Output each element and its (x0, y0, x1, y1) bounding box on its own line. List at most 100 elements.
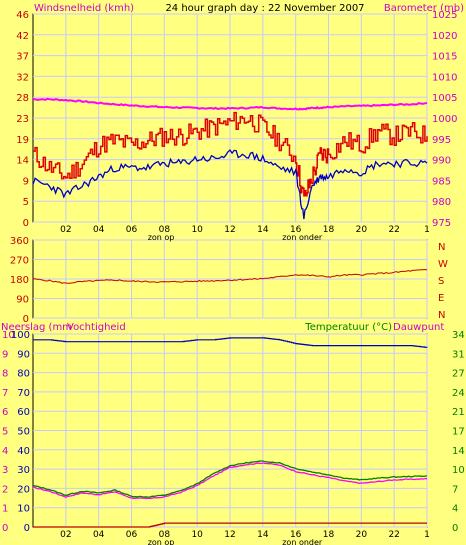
rain-y-tick-label: 0 (2, 523, 8, 534)
x-tick-label: 22 (388, 225, 399, 235)
x-tick-label: 20 (356, 530, 368, 540)
barometer-y-tick-label: 1000 (432, 114, 457, 125)
compass-label: S (438, 276, 444, 287)
humidity-y-tick-label: 20 (17, 484, 30, 495)
x-tick-label: 06 (126, 530, 138, 540)
x-tick-label: 08 (159, 530, 171, 540)
temperature-y-tick-label: 10 (452, 465, 465, 476)
wind-direction-line (32, 268, 428, 284)
temperature-y-tick-label: 4 (452, 504, 458, 515)
temperature-y-tick-label: 7 (452, 484, 458, 495)
wind-y-tick-label: 19 (16, 135, 29, 146)
series-layer (32, 97, 428, 528)
rain-y-tick-label: 6 (2, 407, 8, 418)
direction-y-tick-label: 180 (10, 275, 29, 286)
wind-y-tick-label: 23 (16, 114, 29, 125)
temperature-y-tick-label: 17 (452, 427, 465, 438)
temperature-y-tick-label: 24 (452, 388, 465, 399)
humidity-y-tick-label: 90 (17, 349, 30, 360)
barometer-line (32, 97, 428, 111)
direction-y-tick-label: 90 (16, 295, 29, 306)
temperature-y-tick-label: 0 (452, 523, 458, 534)
barometer-y-tick-label: 1015 (432, 52, 457, 63)
rain-y-tick-label: 3 (2, 465, 8, 476)
rain-y-tick-label: 4 (2, 446, 8, 457)
wind-y-tick-label: 5 (23, 197, 29, 208)
compass-label: N (438, 242, 445, 253)
x-tick-label: 08 (159, 225, 171, 235)
x-tick-label: 10 (191, 225, 203, 235)
rain-y-tick-label: 2 (2, 484, 8, 495)
humidity-y-tick-label: 30 (17, 465, 30, 476)
barometer-y-tick-label: 975 (432, 218, 451, 229)
sunrise-label: zon op (148, 538, 175, 545)
rain-y-tick-label: 9 (2, 349, 8, 360)
temperature-y-tick-label: 27 (452, 369, 465, 380)
sunset-label: zon onder (282, 538, 323, 545)
grid-layer (33, 13, 428, 528)
chart-title: 24 hour graph day : 22 November 2007 (165, 3, 364, 14)
compass-label: E (438, 293, 444, 304)
rain-y-tick-label: 1 (2, 504, 8, 515)
rain-y-tick-label: 8 (2, 369, 8, 380)
x-tick-label: 02 (60, 530, 71, 540)
rain-y-tick-label: 10 (2, 330, 15, 341)
temperature-line (32, 460, 428, 498)
temperature-axis-label: Temperatuur (°C) (304, 322, 392, 333)
wind-y-tick-label: 28 (16, 93, 29, 104)
temperature-y-tick-label: 14 (452, 446, 465, 457)
x-tick-label: 16 (290, 225, 302, 235)
humidity-y-tick-label: 80 (17, 369, 30, 380)
direction-y-tick-label: 360 (10, 236, 29, 247)
dewpoint-line (32, 462, 428, 500)
barometer-y-tick-label: 1025 (432, 10, 457, 21)
wind-y-tick-label: 32 (16, 72, 29, 83)
wind-gust-line (33, 111, 428, 197)
x-tick-label: 06 (126, 225, 138, 235)
header-right-label: Barometer (mb) (384, 3, 464, 14)
rain-line (33, 522, 427, 528)
rain-y-tick-label: 7 (2, 388, 8, 399)
x-tick-label: 20 (356, 225, 368, 235)
barometer-y-tick-label: 1005 (432, 93, 457, 104)
x-tick-label: 18 (323, 225, 335, 235)
direction-y-tick-label: 0 (23, 314, 29, 325)
humidity-line (33, 337, 428, 348)
direction-y-tick-label: 270 (10, 256, 29, 267)
humidity-y-tick-label: 40 (17, 446, 30, 457)
humidity-y-tick-label: 50 (17, 427, 30, 438)
wind-y-tick-label: 14 (16, 156, 29, 167)
wind-y-tick-label: 9 (23, 176, 29, 187)
x-tick-label: 16 (290, 530, 302, 540)
x-tick-label: 18 (323, 530, 335, 540)
humidity-y-tick-label: 10 (17, 504, 30, 515)
temperature-y-tick-label: 21 (452, 407, 465, 418)
barometer-y-tick-label: 1020 (432, 31, 457, 42)
temperature-y-tick-label: 34 (452, 330, 465, 341)
humidity-y-tick-label: 0 (24, 523, 30, 534)
barometer-y-tick-label: 995 (432, 135, 451, 146)
wind-y-tick-label: 0 (23, 218, 29, 229)
x-tick-label: 02 (60, 225, 71, 235)
wind-average-line (32, 149, 428, 220)
compass-label: W (438, 259, 448, 270)
x-tick-label: 12 (224, 530, 235, 540)
rain-axis-label: Neerslag (mm (1, 322, 72, 333)
barometer-y-tick-label: 1010 (432, 72, 457, 83)
barometer-y-tick-label: 985 (432, 176, 451, 187)
barometer-y-tick-label: 990 (432, 156, 451, 167)
x-tick-label: 14 (257, 225, 269, 235)
compass-label: N (438, 310, 445, 321)
barometer-y-tick-label: 980 (432, 197, 451, 208)
x-tick-label: 14 (257, 530, 269, 540)
wind-y-tick-label: 46 (16, 10, 29, 21)
sunset-label: zon onder (282, 233, 323, 242)
humidity-y-tick-label: 60 (17, 407, 30, 418)
humidity-y-tick-label: 100 (11, 330, 30, 341)
x-tick-label: 1 (424, 225, 430, 235)
wind-y-tick-label: 42 (16, 31, 29, 42)
temperature-y-tick-label: 31 (452, 349, 465, 360)
